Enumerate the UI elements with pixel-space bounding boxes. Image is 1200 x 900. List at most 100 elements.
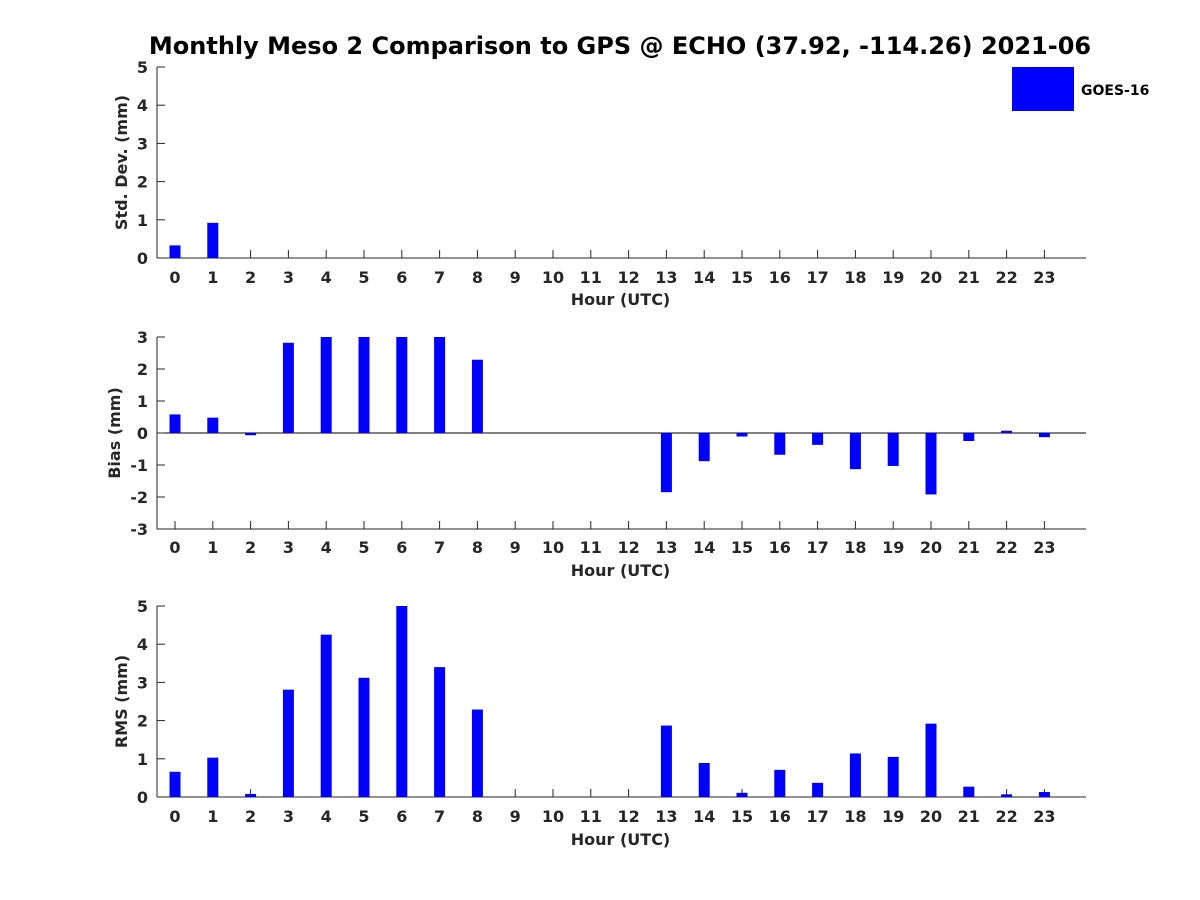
x-tick-label: 11 bbox=[580, 807, 602, 826]
y-tick-label: 5 bbox=[137, 58, 148, 77]
y-tick-label: -3 bbox=[130, 520, 148, 539]
bar-hour-14 bbox=[698, 433, 710, 462]
x-tick-label: 8 bbox=[472, 807, 483, 826]
x-tick-label: 14 bbox=[693, 807, 715, 826]
bar-hour-22 bbox=[1001, 794, 1013, 797]
x-tick-label: 0 bbox=[169, 538, 180, 557]
y-tick-label: -1 bbox=[130, 456, 148, 475]
x-tick-label: 3 bbox=[283, 807, 294, 826]
bar-hour-2 bbox=[245, 793, 257, 797]
x-tick-label: 5 bbox=[358, 807, 369, 826]
x-axis-title: Hour (UTC) bbox=[571, 290, 671, 309]
x-tick-label: 7 bbox=[434, 268, 445, 287]
y-tick-label: 2 bbox=[137, 360, 148, 379]
bar-hour-20 bbox=[925, 433, 937, 495]
x-tick-label: 9 bbox=[510, 807, 521, 826]
bar-hour-1 bbox=[207, 417, 219, 433]
x-tick-label: 14 bbox=[693, 538, 715, 557]
x-tick-label: 19 bbox=[882, 807, 904, 826]
x-tick-label: 15 bbox=[731, 268, 753, 287]
bar-hour-17 bbox=[812, 433, 824, 445]
y-tick-label: 0 bbox=[137, 788, 148, 807]
x-tick-label: 10 bbox=[542, 538, 564, 557]
x-tick-label: 0 bbox=[169, 807, 180, 826]
x-tick-label: 7 bbox=[434, 807, 445, 826]
bar-hour-22 bbox=[1001, 430, 1013, 433]
x-tick-label: 17 bbox=[806, 268, 828, 287]
bar-hour-19 bbox=[887, 756, 899, 797]
x-tick-label: 2 bbox=[245, 807, 256, 826]
y-tick-label: 0 bbox=[137, 424, 148, 443]
bar-hour-5 bbox=[358, 677, 370, 797]
x-tick-label: 21 bbox=[958, 538, 980, 557]
y-axis-title: RMS (mm) bbox=[112, 655, 131, 748]
x-tick-label: 15 bbox=[731, 538, 753, 557]
bar-hour-16 bbox=[774, 769, 786, 797]
x-tick-label: 22 bbox=[995, 538, 1017, 557]
legend-label: GOES-16 bbox=[1081, 83, 1149, 99]
bar-hour-15 bbox=[736, 792, 748, 797]
bar-hour-21 bbox=[963, 433, 975, 441]
bar-hour-23 bbox=[1038, 792, 1050, 797]
y-axis-title: Bias (mm) bbox=[105, 387, 124, 479]
x-tick-label: 1 bbox=[207, 268, 218, 287]
x-tick-label: 17 bbox=[806, 538, 828, 557]
x-tick-label: 16 bbox=[769, 268, 791, 287]
y-tick-label: 0 bbox=[137, 249, 148, 268]
x-tick-label: 11 bbox=[580, 268, 602, 287]
y-tick-label: 3 bbox=[137, 134, 148, 153]
y-tick-label: -2 bbox=[130, 488, 148, 507]
bar-hour-19 bbox=[887, 433, 899, 466]
bar-hour-6 bbox=[396, 337, 408, 433]
x-tick-label: 8 bbox=[472, 268, 483, 287]
x-tick-label: 4 bbox=[321, 268, 332, 287]
y-tick-label: 1 bbox=[137, 211, 148, 230]
chart-title: Monthly Meso 2 Comparison to GPS @ ECHO … bbox=[149, 32, 1091, 60]
x-tick-label: 3 bbox=[283, 538, 294, 557]
x-tick-label: 6 bbox=[396, 538, 407, 557]
x-tick-label: 1 bbox=[207, 538, 218, 557]
x-tick-label: 10 bbox=[542, 268, 564, 287]
x-tick-label: 13 bbox=[655, 538, 677, 557]
bar-hour-1 bbox=[207, 757, 219, 797]
x-tick-label: 22 bbox=[995, 268, 1017, 287]
x-tick-label: 8 bbox=[472, 538, 483, 557]
y-tick-label: 3 bbox=[137, 328, 148, 347]
bar-hour-1 bbox=[207, 222, 219, 258]
x-tick-label: 18 bbox=[844, 538, 866, 557]
bar-hour-21 bbox=[963, 786, 975, 797]
bar-hour-13 bbox=[660, 725, 672, 797]
x-tick-label: 19 bbox=[882, 268, 904, 287]
bar-hour-13 bbox=[660, 433, 672, 493]
y-tick-label: 2 bbox=[137, 712, 148, 731]
x-tick-label: 0 bbox=[169, 268, 180, 287]
x-tick-label: 14 bbox=[693, 268, 715, 287]
bar-hour-15 bbox=[736, 433, 748, 437]
x-tick-label: 21 bbox=[958, 807, 980, 826]
bar-hour-8 bbox=[471, 709, 483, 797]
y-tick-label: 2 bbox=[137, 173, 148, 192]
y-axis-title: Std. Dev. (mm) bbox=[112, 95, 131, 230]
x-tick-label: 12 bbox=[617, 807, 639, 826]
x-tick-label: 12 bbox=[617, 268, 639, 287]
bar-hour-3 bbox=[282, 689, 294, 797]
x-tick-label: 18 bbox=[844, 268, 866, 287]
x-tick-label: 23 bbox=[1033, 807, 1055, 826]
y-tick-label: 5 bbox=[137, 597, 148, 616]
bar-hour-23 bbox=[1038, 433, 1050, 438]
legend-swatch bbox=[1012, 67, 1074, 111]
x-tick-label: 17 bbox=[806, 807, 828, 826]
x-tick-label: 10 bbox=[542, 807, 564, 826]
y-tick-label: 1 bbox=[137, 392, 148, 411]
bar-hour-3 bbox=[282, 342, 294, 433]
bar-hour-18 bbox=[849, 753, 861, 797]
bar-hour-8 bbox=[471, 359, 483, 433]
x-tick-label: 4 bbox=[321, 807, 332, 826]
x-tick-label: 23 bbox=[1033, 538, 1055, 557]
x-tick-label: 20 bbox=[920, 538, 942, 557]
x-tick-label: 22 bbox=[995, 807, 1017, 826]
